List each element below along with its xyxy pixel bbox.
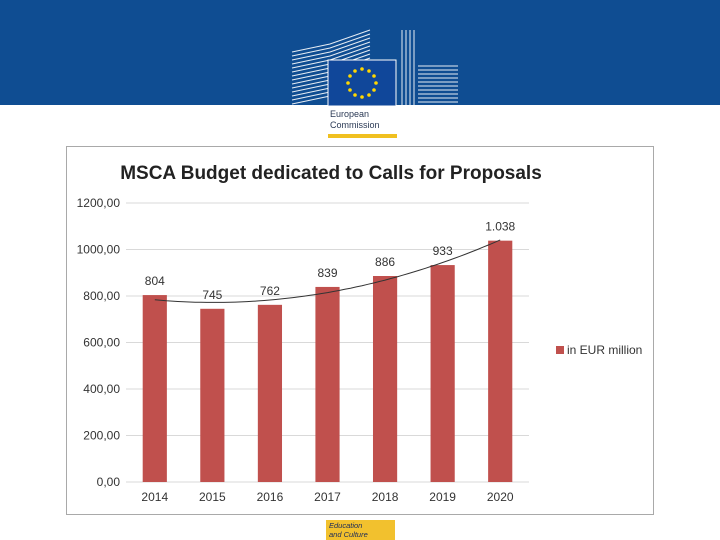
organization-name: European Commission <box>330 109 380 131</box>
org-line-1: European <box>330 109 370 119</box>
x-axis-ticks: 2014 2015 2016 2017 2018 2019 2020 <box>141 490 513 504</box>
data-label: 839 <box>317 266 337 280</box>
bars <box>142 240 513 482</box>
data-label: 933 <box>433 244 453 258</box>
data-labels: 804 745 762 839 886 933 1.038 <box>145 220 516 302</box>
y-tick-label: 800,00 <box>83 289 120 303</box>
y-tick-label: 600,00 <box>83 336 120 350</box>
footer-line-2: and Culture <box>329 530 368 539</box>
chart-title: MSCA Budget dedicated to Calls for Propo… <box>120 163 542 184</box>
x-tick-label: 2018 <box>372 490 399 504</box>
data-label: 886 <box>375 255 395 269</box>
bar-2016 <box>257 304 283 482</box>
bar-2018 <box>372 276 398 482</box>
bar-2015 <box>200 308 225 482</box>
y-axis-ticks: 0,00 200,00 400,00 600,00 800,00 1000,00 1200,… <box>77 196 121 489</box>
bar-2017 <box>315 286 340 482</box>
data-label: 804 <box>145 274 165 288</box>
bar-2020 <box>488 240 513 482</box>
footer-line-1: Education <box>329 521 363 530</box>
x-tick-label: 2020 <box>487 490 514 504</box>
y-tick-label: 1200,00 <box>77 196 121 210</box>
y-tick-label: 200,00 <box>83 429 120 443</box>
legend-swatch <box>556 346 564 354</box>
y-tick-label: 0,00 <box>97 475 121 489</box>
trendline <box>154 239 501 303</box>
x-tick-label: 2019 <box>429 490 456 504</box>
data-label: 1.038 <box>485 220 515 234</box>
x-tick-label: 2016 <box>257 490 284 504</box>
bar-chart: MSCA Budget dedicated to Calls for Propo… <box>77 163 643 504</box>
bar-2014 <box>142 295 167 482</box>
y-tick-label: 400,00 <box>83 382 120 396</box>
y-tick-label: 1000,00 <box>77 243 121 257</box>
eu-stars-icon <box>346 67 378 99</box>
x-tick-label: 2015 <box>199 490 226 504</box>
chart-frame: MSCA Budget dedicated to Calls for Propo… <box>66 146 654 515</box>
legend: in EUR million <box>556 343 642 357</box>
org-line-2: Commission <box>330 120 380 130</box>
data-label: 745 <box>202 288 222 302</box>
org-accent-bar <box>328 134 397 138</box>
data-label: 762 <box>260 284 280 298</box>
legend-label: in EUR million <box>567 343 642 357</box>
bar-2019 <box>430 265 455 482</box>
x-tick-label: 2017 <box>314 490 341 504</box>
footer-dg-label: Education and Culture <box>326 520 395 540</box>
x-tick-label: 2014 <box>141 490 168 504</box>
